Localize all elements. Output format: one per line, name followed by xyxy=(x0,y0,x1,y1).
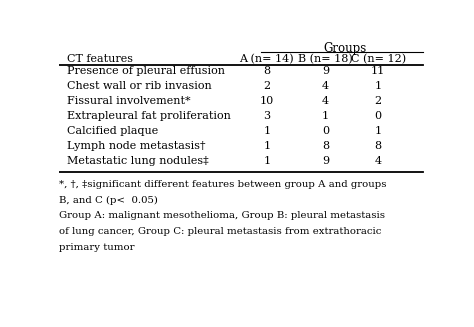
Text: 4: 4 xyxy=(322,81,329,91)
Text: 1: 1 xyxy=(263,156,270,166)
Text: 1: 1 xyxy=(322,111,329,121)
Text: 2: 2 xyxy=(263,81,270,91)
Text: B (n= 18): B (n= 18) xyxy=(298,54,353,64)
Text: primary tumor: primary tumor xyxy=(59,243,135,252)
Text: 1: 1 xyxy=(263,141,270,151)
Text: Metastatic lung nodules‡: Metastatic lung nodules‡ xyxy=(66,156,209,166)
Text: 4: 4 xyxy=(322,96,329,106)
Text: 1: 1 xyxy=(263,126,270,136)
Text: of lung cancer, Group C: pleural metastasis from extrathoracic: of lung cancer, Group C: pleural metasta… xyxy=(59,227,382,236)
Text: *, †, ‡significant different features between group A and groups: *, †, ‡significant different features be… xyxy=(59,180,387,189)
Text: Groups: Groups xyxy=(323,42,366,55)
Text: Chest wall or rib invasion: Chest wall or rib invasion xyxy=(66,81,211,91)
Text: Lymph node metastasis†: Lymph node metastasis† xyxy=(66,141,205,151)
Text: 10: 10 xyxy=(260,96,274,106)
Text: 11: 11 xyxy=(371,66,385,76)
Text: B, and C (p<  0.05): B, and C (p< 0.05) xyxy=(59,196,158,205)
Text: 1: 1 xyxy=(374,126,382,136)
Text: C (n= 12): C (n= 12) xyxy=(351,54,406,64)
Text: 9: 9 xyxy=(322,156,329,166)
Text: 0: 0 xyxy=(322,126,329,136)
Text: Extrapleural fat proliferation: Extrapleural fat proliferation xyxy=(66,111,230,121)
Text: Fissural involvement*: Fissural involvement* xyxy=(66,96,190,106)
Text: Presence of pleural effusion: Presence of pleural effusion xyxy=(66,66,225,76)
Text: 3: 3 xyxy=(263,111,270,121)
Text: 9: 9 xyxy=(322,66,329,76)
Text: 1: 1 xyxy=(374,81,382,91)
Text: A (n= 14): A (n= 14) xyxy=(239,54,294,64)
Text: 8: 8 xyxy=(263,66,270,76)
Text: CT features: CT features xyxy=(66,54,133,64)
Text: 2: 2 xyxy=(374,96,382,106)
Text: Group A: malignant mesothelioma, Group B: pleural metastasis: Group A: malignant mesothelioma, Group B… xyxy=(59,212,385,220)
Text: 8: 8 xyxy=(322,141,329,151)
Text: Calcified plaque: Calcified plaque xyxy=(66,126,158,136)
Text: 4: 4 xyxy=(374,156,382,166)
Text: 0: 0 xyxy=(374,111,382,121)
Text: 8: 8 xyxy=(374,141,382,151)
